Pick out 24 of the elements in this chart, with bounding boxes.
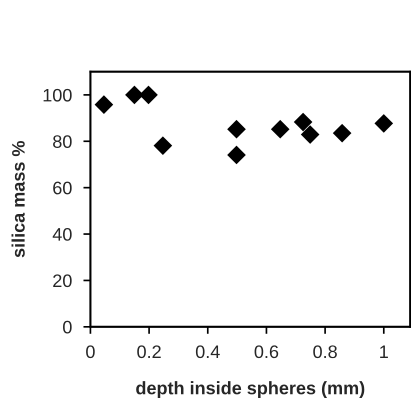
x-tick-label: 0.2 [137,345,161,358]
y-tick-label: 100 [44,88,72,102]
x-tick-label: 0.6 [254,345,278,358]
point [294,112,312,132]
y-tick-label: 80 [53,135,72,148]
y-tick-label: 0 [63,320,72,334]
x-tick-label: 1 [380,346,388,358]
point [332,124,352,142]
point [94,95,114,114]
x-tick-label: 0.8 [313,345,337,358]
y-tick-label: 20 [53,274,72,288]
point [154,136,172,155]
point [300,125,320,144]
y-tick-label: 40 [52,228,72,241]
point [227,146,246,164]
y-tick-label: 60 [53,182,72,194]
x-axis-title: depth inside spheres (mm) [136,381,364,398]
point [374,114,394,133]
x-tick-label: 0.4 [196,345,220,358]
x-tick-label: 0 [86,345,95,358]
point [270,120,290,139]
point [227,120,246,139]
point [139,86,158,104]
y-axis-title: silica mass % [12,141,25,258]
